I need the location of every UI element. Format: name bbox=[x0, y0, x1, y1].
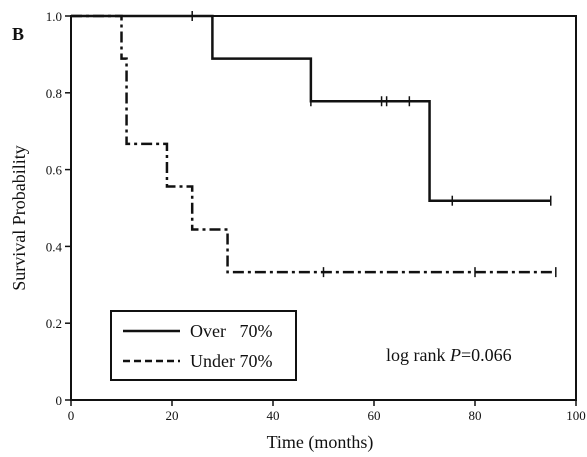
y-tick-label: 0.2 bbox=[46, 316, 62, 331]
y-tick-label: 0.6 bbox=[46, 163, 63, 178]
x-tick-label: 0 bbox=[68, 408, 75, 423]
survival-curve-under-70 bbox=[71, 14, 556, 274]
x-tick-label: 40 bbox=[267, 408, 280, 423]
y-tick-label: 0 bbox=[56, 393, 63, 408]
legend-box bbox=[110, 310, 297, 381]
annotation-prefix: log rank bbox=[386, 345, 450, 365]
survival-curves bbox=[71, 11, 557, 278]
annotation-variable: P bbox=[449, 345, 461, 365]
plot-border bbox=[70, 15, 577, 401]
x-axis-ticks: 0 20 40 60 80 100 bbox=[68, 400, 586, 423]
x-tick-label: 60 bbox=[368, 408, 381, 423]
plot-frame bbox=[70, 15, 577, 401]
y-tick-label: 0.8 bbox=[46, 86, 62, 101]
y-axis-label: Survival Probability bbox=[9, 145, 29, 291]
y-tick-label: 0.4 bbox=[46, 239, 63, 254]
x-tick-label: 20 bbox=[166, 408, 179, 423]
log-rank-annotation: log rank P=0.066 bbox=[386, 345, 512, 365]
x-tick-label: 100 bbox=[566, 408, 586, 423]
survival-curve-over-70 bbox=[71, 14, 551, 202]
legend: Over 70% Under 70% bbox=[110, 310, 297, 381]
panel-label: B bbox=[12, 24, 24, 44]
x-axis-label: Time (months) bbox=[267, 432, 374, 453]
y-axis-ticks: 0 0.2 0.4 0.6 0.8 1.0 bbox=[46, 9, 71, 408]
y-tick-label: 1.0 bbox=[46, 9, 62, 24]
x-tick-label: 80 bbox=[469, 408, 482, 423]
legend-label-over: Over 70% bbox=[190, 321, 272, 341]
annotation-suffix: =0.066 bbox=[461, 345, 512, 365]
legend-label-under: Under 70% bbox=[190, 351, 272, 371]
